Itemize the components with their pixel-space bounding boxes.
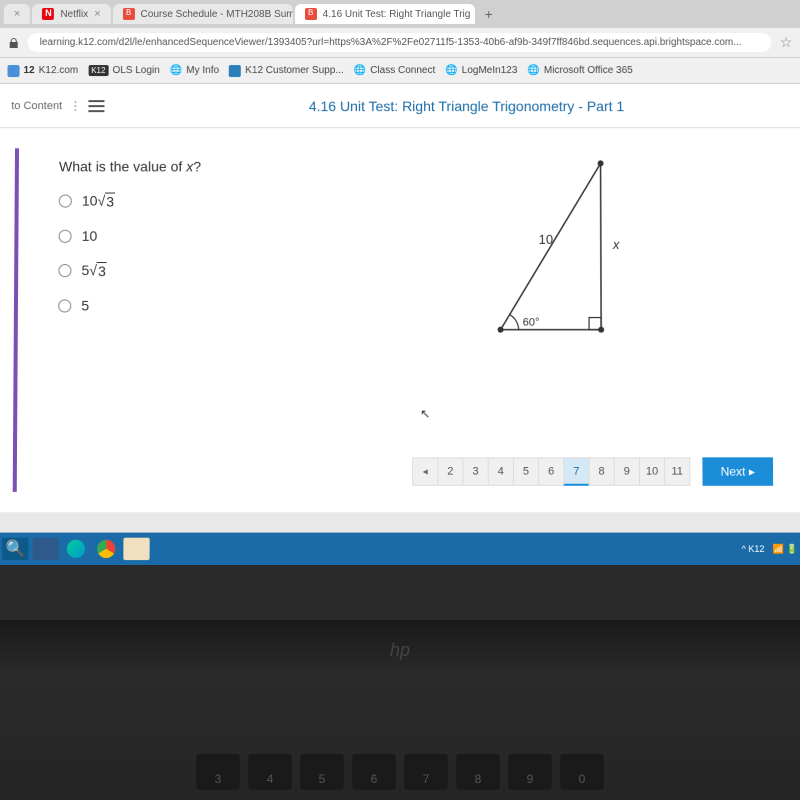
page-navigation: ◂ 2 3 4 5 6 7 8 9 10 11 Next ▸	[412, 457, 773, 485]
taskbar: 🔍 ^ K12 📶 🔋	[0, 533, 800, 566]
key: 6	[352, 754, 396, 790]
page-7[interactable]: 7	[563, 457, 589, 485]
page-4[interactable]: 4	[488, 457, 514, 485]
prev-button[interactable]: ◂	[412, 457, 438, 485]
bookmark-classconnect[interactable]: 🌐Class Connect	[354, 65, 436, 76]
lock-icon	[8, 37, 20, 49]
option-c[interactable]: 5√3	[58, 262, 782, 279]
globe-icon: 🌐	[445, 65, 457, 76]
option-a[interactable]: 10√3	[59, 193, 782, 210]
bookmark-icon	[229, 65, 241, 77]
option-label: 5	[81, 297, 89, 313]
key: 8	[456, 754, 500, 790]
tab-netflix[interactable]: N Netflix ×	[32, 4, 110, 24]
key: 5	[300, 754, 344, 790]
globe-icon: 🌐	[527, 65, 539, 76]
option-label: 10	[82, 228, 98, 244]
key: 4	[248, 754, 292, 790]
page-2[interactable]: 2	[437, 457, 463, 485]
url-input[interactable]: learning.k12.com/d2l/le/enhancedSequence…	[28, 33, 772, 52]
hp-logo: hp	[390, 640, 410, 661]
key: 7	[404, 754, 448, 790]
accent-bar	[13, 148, 19, 492]
cursor-icon: ↖	[420, 407, 430, 421]
tab-label: Course Schedule - MTH208B Sum	[141, 8, 293, 19]
option-b[interactable]: 10	[59, 228, 782, 244]
brightspace-icon: B	[123, 8, 135, 20]
page-8[interactable]: 8	[588, 457, 614, 485]
bookmark-icon: K12	[88, 65, 108, 76]
key: 3	[196, 754, 240, 790]
page-11[interactable]: 11	[664, 457, 690, 485]
key: 0	[560, 754, 604, 790]
page-title: 4.16 Unit Test: Right Triangle Trigonome…	[144, 98, 789, 114]
page-5[interactable]: 5	[513, 457, 539, 485]
radio-icon[interactable]	[59, 195, 72, 208]
question-text: What is the value of x?	[59, 158, 781, 174]
triangle-diagram: 60° 10 x	[460, 148, 661, 350]
tab-course[interactable]: B Course Schedule - MTH208B Sum ×	[113, 4, 293, 24]
bookmark-icon	[7, 65, 19, 77]
toc-link[interactable]: to Content	[11, 100, 62, 112]
hypotenuse-label: 10	[539, 232, 554, 247]
netflix-icon: N	[42, 8, 54, 20]
radio-icon[interactable]	[59, 229, 72, 242]
page-10[interactable]: 10	[639, 457, 665, 485]
search-button[interactable]: 🔍	[2, 538, 28, 560]
bookmark-logmein[interactable]: 🌐LogMeIn123	[445, 65, 517, 76]
bookmark-support[interactable]: K12 Customer Supp...	[229, 65, 344, 77]
next-button[interactable]: Next ▸	[702, 457, 773, 485]
tab-blank[interactable]: ×	[4, 4, 31, 24]
address-bar: learning.k12.com/d2l/le/enhancedSequence…	[0, 28, 800, 58]
menu-icon[interactable]	[88, 100, 104, 112]
drag-handle-icon[interactable]	[74, 101, 76, 111]
page-header: to Content 4.16 Unit Test: Right Triangl…	[0, 84, 800, 128]
browser-tabs: × N Netflix × B Course Schedule - MTH208…	[0, 0, 800, 28]
angle-label: 60°	[523, 317, 540, 329]
close-icon[interactable]: ×	[14, 8, 21, 20]
chrome-button[interactable]	[93, 538, 119, 560]
bookmark-myinfo[interactable]: 🌐My Info	[170, 65, 219, 76]
star-icon[interactable]: ☆	[780, 34, 793, 51]
taskview-button[interactable]	[32, 538, 58, 560]
app-button[interactable]	[123, 538, 149, 560]
answer-options: 10√3 10 5√3 5	[58, 193, 782, 314]
close-icon[interactable]: ×	[94, 8, 101, 20]
edge-button[interactable]	[63, 538, 89, 560]
tab-label: Netflix	[60, 8, 88, 19]
option-d[interactable]: 5	[58, 297, 782, 313]
radio-icon[interactable]	[58, 264, 71, 277]
page-6[interactable]: 6	[538, 457, 564, 485]
radio-icon[interactable]	[58, 299, 71, 312]
brightspace-icon: B	[305, 8, 317, 20]
laptop-keyboard: hp 3 4 5 6 7 8 9 0	[0, 620, 800, 800]
bookmark-ols[interactable]: K12OLS Login	[88, 65, 160, 76]
globe-icon: 🌐	[354, 65, 366, 76]
tab-test[interactable]: B 4.16 Unit Test: Right Triangle Trig ×	[295, 4, 475, 24]
page-9[interactable]: 9	[614, 457, 640, 485]
new-tab-button[interactable]: +	[477, 6, 501, 22]
content-area: What is the value of x? 10√3 10 5√3 5 60…	[0, 128, 800, 512]
tab-label: 4.16 Unit Test: Right Triangle Trig	[323, 8, 471, 19]
bookmarks-bar: 12 K12.com K12OLS Login 🌐My Info K12 Cus…	[0, 58, 800, 84]
bookmark-office[interactable]: 🌐Microsoft Office 365	[527, 65, 632, 76]
system-tray[interactable]: ^ K12 📶 🔋	[742, 543, 798, 554]
bookmark-k12[interactable]: 12 K12.com	[7, 65, 78, 77]
option-label: 10√3	[82, 193, 115, 210]
key: 9	[508, 754, 552, 790]
page-3[interactable]: 3	[462, 457, 488, 485]
side-label: x	[612, 237, 620, 252]
globe-icon: 🌐	[170, 65, 183, 76]
option-label: 5√3	[81, 262, 106, 279]
